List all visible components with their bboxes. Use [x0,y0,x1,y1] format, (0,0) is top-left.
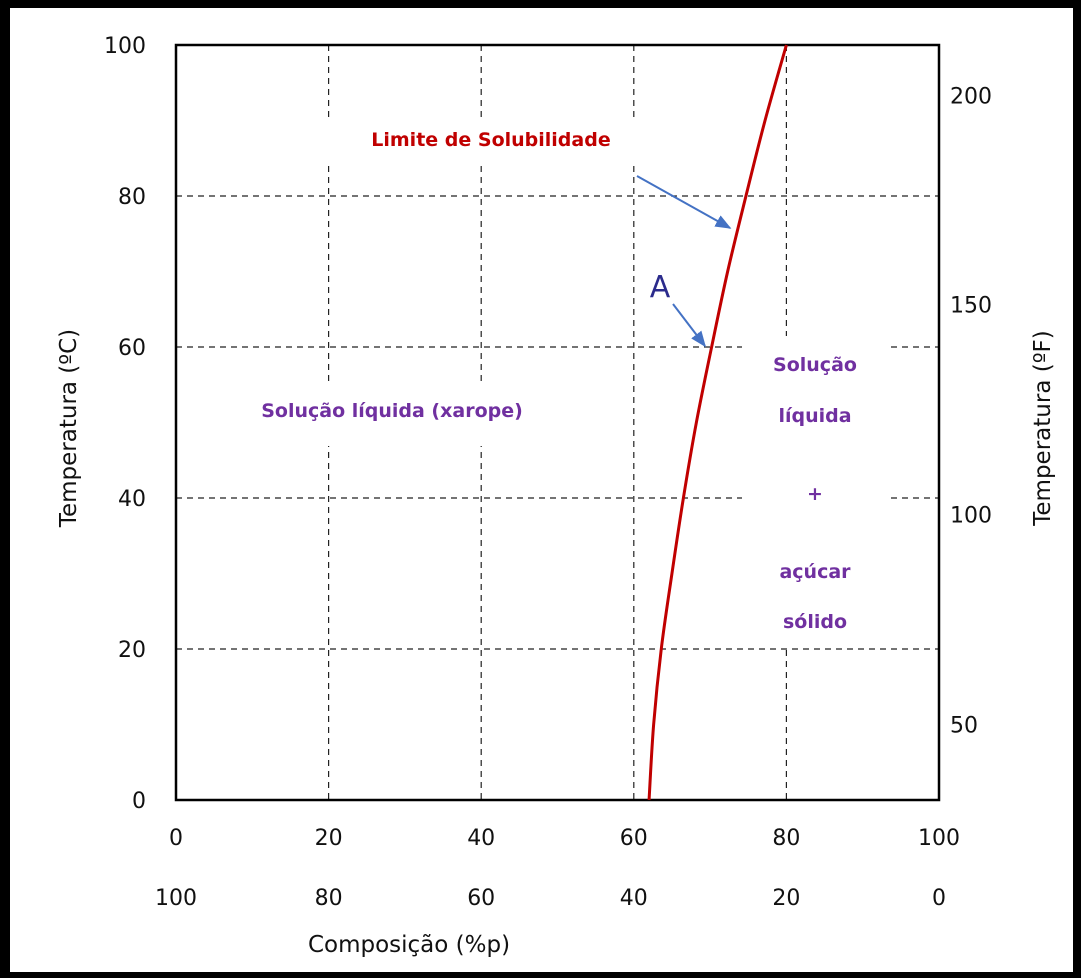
series [647,44,788,801]
x-tick-top: 60 [620,826,648,851]
x-tick-bottom: 80 [315,886,343,911]
curve-label-background [328,118,654,162]
solubility-limit-label: Limite de Solubilidade [371,129,610,151]
two-phase-label-background [742,336,888,648]
arrows [636,175,732,348]
x-tick-top: 40 [467,826,495,851]
y-tick-right: 50 [950,714,978,739]
point-a-label: A [650,270,671,305]
liquid-label-background [230,384,556,446]
liquid-region-label: Solução líquida (xarope) [261,400,523,422]
chart-frame: 0 20 40 60 80 100 100 80 60 40 20 0 0 20 40 60 80 100 50 10… [10,8,1073,972]
y-tick-left: 40 [118,487,146,512]
x-tick-top: 0 [169,826,183,851]
y-axis-title-right: Temperatura (ºF) [1030,330,1056,526]
two-phase-label-line-2: líquida [778,405,851,427]
axes [174,43,941,802]
y-tick-left: 0 [132,789,146,814]
x-tick-bottom: 40 [620,886,648,911]
y-tick-right: 100 [950,504,992,529]
plot-border [174,43,941,802]
x-tick-bottom: 20 [772,886,800,911]
label-backgrounds [230,118,888,648]
curve-label-arrow [636,175,732,229]
x-tick-bottom: 0 [932,886,946,911]
y-tick-right: 150 [950,294,992,319]
x-tick-bottom: 100 [155,886,197,911]
x-tick-top: 20 [315,826,343,851]
two-phase-label-line-4: açúcar [779,561,851,583]
two-phase-label-line-3: + [807,483,823,505]
x-axis-title: Composição (%p) [308,932,510,958]
x-tick-bottom: 60 [467,886,495,911]
y-tick-left: 80 [118,185,146,210]
solubility-curve-0 [647,44,788,801]
y-tick-left: 60 [118,336,146,361]
point-a-arrow [672,303,706,348]
two-phase-label-line-5: sólido [783,611,847,633]
y-axis-title-left: Temperatura (ºC) [56,329,82,528]
y-tick-left: 100 [104,34,146,59]
y-tick-left: 20 [118,638,146,663]
y-tick-right: 200 [950,85,992,110]
two-phase-label-line-1: Solução [773,354,857,376]
x-tick-top: 80 [772,826,800,851]
x-tick-top: 100 [918,826,960,851]
